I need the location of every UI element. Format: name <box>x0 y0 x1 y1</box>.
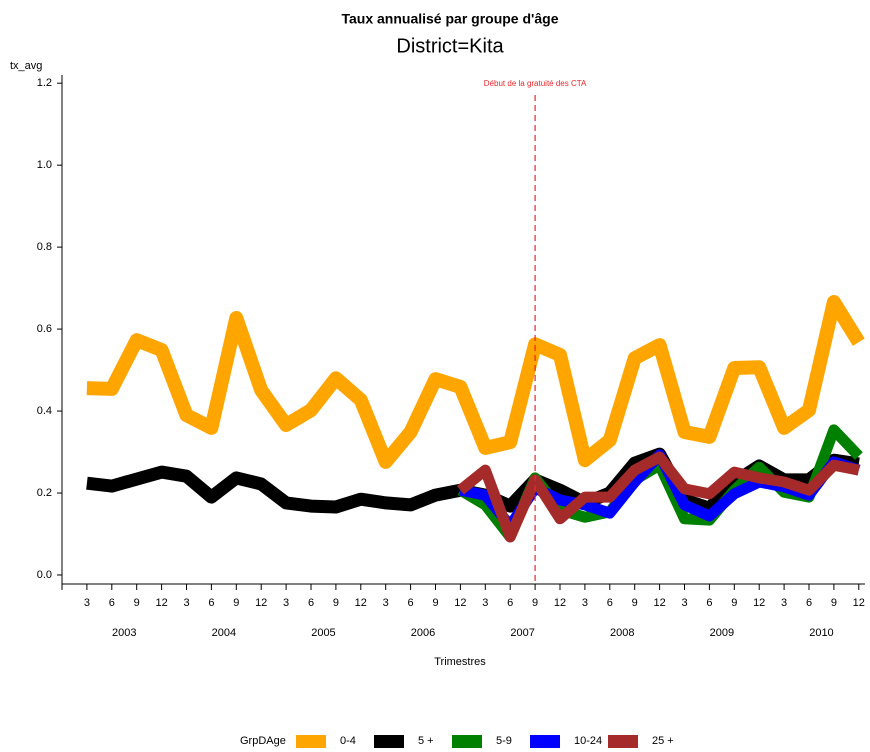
x-tick-label: 6 <box>208 597 214 609</box>
x-tick-label: 6 <box>507 597 513 609</box>
year-label: 2005 <box>311 627 335 639</box>
x-tick-label: 9 <box>233 597 239 609</box>
series-line <box>456 451 860 543</box>
x-tick-label: 6 <box>408 597 414 609</box>
y-tick-label: 1.0 <box>37 159 52 171</box>
x-tick-label: 12 <box>454 597 466 609</box>
y-tick-label: 1.2 <box>37 77 52 89</box>
x-tick-label: 9 <box>134 597 140 609</box>
y-tick-label: 0.4 <box>37 405 52 417</box>
y-tick-label: 0.8 <box>37 241 52 253</box>
legend-label: 0-4 <box>340 735 356 747</box>
x-tick-label: 9 <box>432 597 438 609</box>
x-tick-label: 9 <box>632 597 638 609</box>
legend-label: 5-9 <box>496 735 512 747</box>
y-axis-label: tx_avg <box>10 60 42 72</box>
year-label: 2006 <box>411 627 435 639</box>
x-tick-label: 6 <box>308 597 314 609</box>
x-tick-label: 12 <box>155 597 167 609</box>
x-tick-label: 3 <box>781 597 787 609</box>
x-tick-label: 3 <box>582 597 588 609</box>
year-label: 2010 <box>809 627 833 639</box>
year-label: 2003 <box>112 627 136 639</box>
legend-title: GrpDAge <box>240 735 286 747</box>
annotation-text: Début de la gratuité des CTA <box>484 79 587 88</box>
x-tick-label: 12 <box>853 597 865 609</box>
year-label: 2007 <box>510 627 534 639</box>
x-tick-label: 9 <box>333 597 339 609</box>
x-tick-label: 3 <box>681 597 687 609</box>
x-tick-label: 9 <box>532 597 538 609</box>
x-tick-label: 3 <box>383 597 389 609</box>
x-tick-label: 9 <box>731 597 737 609</box>
y-tick-label: 0.0 <box>37 569 52 581</box>
legend-label: 5 + <box>418 735 434 747</box>
year-label: 2009 <box>710 627 734 639</box>
series-line <box>86 295 865 469</box>
year-label: 2008 <box>610 627 634 639</box>
x-tick-label: 6 <box>607 597 613 609</box>
x-tick-label: 6 <box>806 597 812 609</box>
x-tick-label: 12 <box>355 597 367 609</box>
chart-subtitle: District=Kita <box>396 35 504 57</box>
chart-title: Taux annualisé par groupe d'âge <box>341 11 558 27</box>
legend-swatch <box>452 735 482 748</box>
x-tick-label: 12 <box>255 597 267 609</box>
legend-swatch <box>608 735 638 748</box>
x-tick-label: 3 <box>283 597 289 609</box>
x-tick-label: 3 <box>84 597 90 609</box>
legend-swatch <box>374 735 404 748</box>
x-tick-label: 6 <box>706 597 712 609</box>
y-tick-label: 0.2 <box>37 487 52 499</box>
y-tick-label: 0.6 <box>37 323 52 335</box>
x-tick-label: 9 <box>831 597 837 609</box>
legend-swatch <box>296 735 326 748</box>
legend-label: 25 + <box>652 735 674 747</box>
legend-label: 10-24 <box>574 735 602 747</box>
x-tick-label: 3 <box>183 597 189 609</box>
legend-swatch <box>530 735 560 748</box>
x-tick-label: 12 <box>653 597 665 609</box>
x-tick-label: 6 <box>109 597 115 609</box>
year-label: 2004 <box>212 627 236 639</box>
x-tick-label: 12 <box>554 597 566 609</box>
x-tick-label: 12 <box>753 597 765 609</box>
x-tick-label: 3 <box>482 597 488 609</box>
x-axis-label: Trimestres <box>434 656 486 668</box>
